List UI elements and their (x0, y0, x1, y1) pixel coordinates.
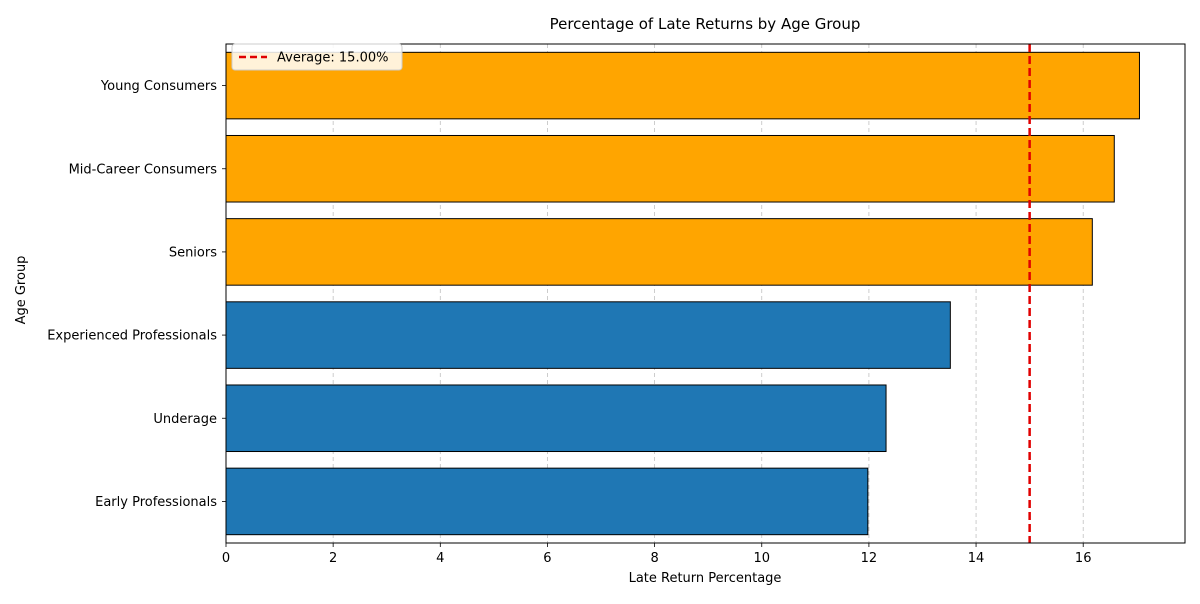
bar (225, 301, 951, 369)
bar (225, 384, 887, 453)
x-axis-label: Late Return Percentage (629, 571, 782, 586)
x-tick-label: 14 (968, 551, 985, 566)
bar (225, 218, 1093, 286)
x-tick-label: 0 (222, 551, 230, 566)
bars (225, 51, 1140, 536)
y-tick-label: Mid-Career Consumers (69, 162, 218, 177)
y-tick-label: Experienced Professionals (47, 329, 217, 344)
x-tick-label: 2 (329, 551, 337, 566)
x-tick-label: 6 (543, 551, 551, 566)
y-tick-label: Young Consumers (100, 79, 217, 94)
x-tick-label: 10 (753, 551, 770, 566)
x-tick-label: 8 (650, 551, 658, 566)
plot-frame (225, 43, 1186, 544)
legend-entry-label: Average: 15.00% (277, 51, 388, 66)
y-tick-label: Seniors (169, 245, 217, 260)
x-tick-label: 16 (1075, 551, 1092, 566)
y-tick-label: Underage (153, 412, 217, 427)
bar (225, 467, 869, 536)
y-tick-label: Early Professionals (95, 495, 217, 510)
legend: Average: 15.00% (231, 43, 403, 71)
tick-labels: 0 2 4 6 8 10 12 14 16 Young Consumers Mid-Career C… (47, 79, 1091, 566)
x-tick-label: 12 (861, 551, 878, 566)
axes (222, 43, 1186, 547)
x-tick-label: 4 (436, 551, 444, 566)
chart-title: Percentage of Late Returns by Age Group (550, 15, 861, 33)
legend-box (231, 43, 403, 71)
bar (225, 134, 1115, 203)
y-axis-label: Age Group (14, 256, 29, 325)
